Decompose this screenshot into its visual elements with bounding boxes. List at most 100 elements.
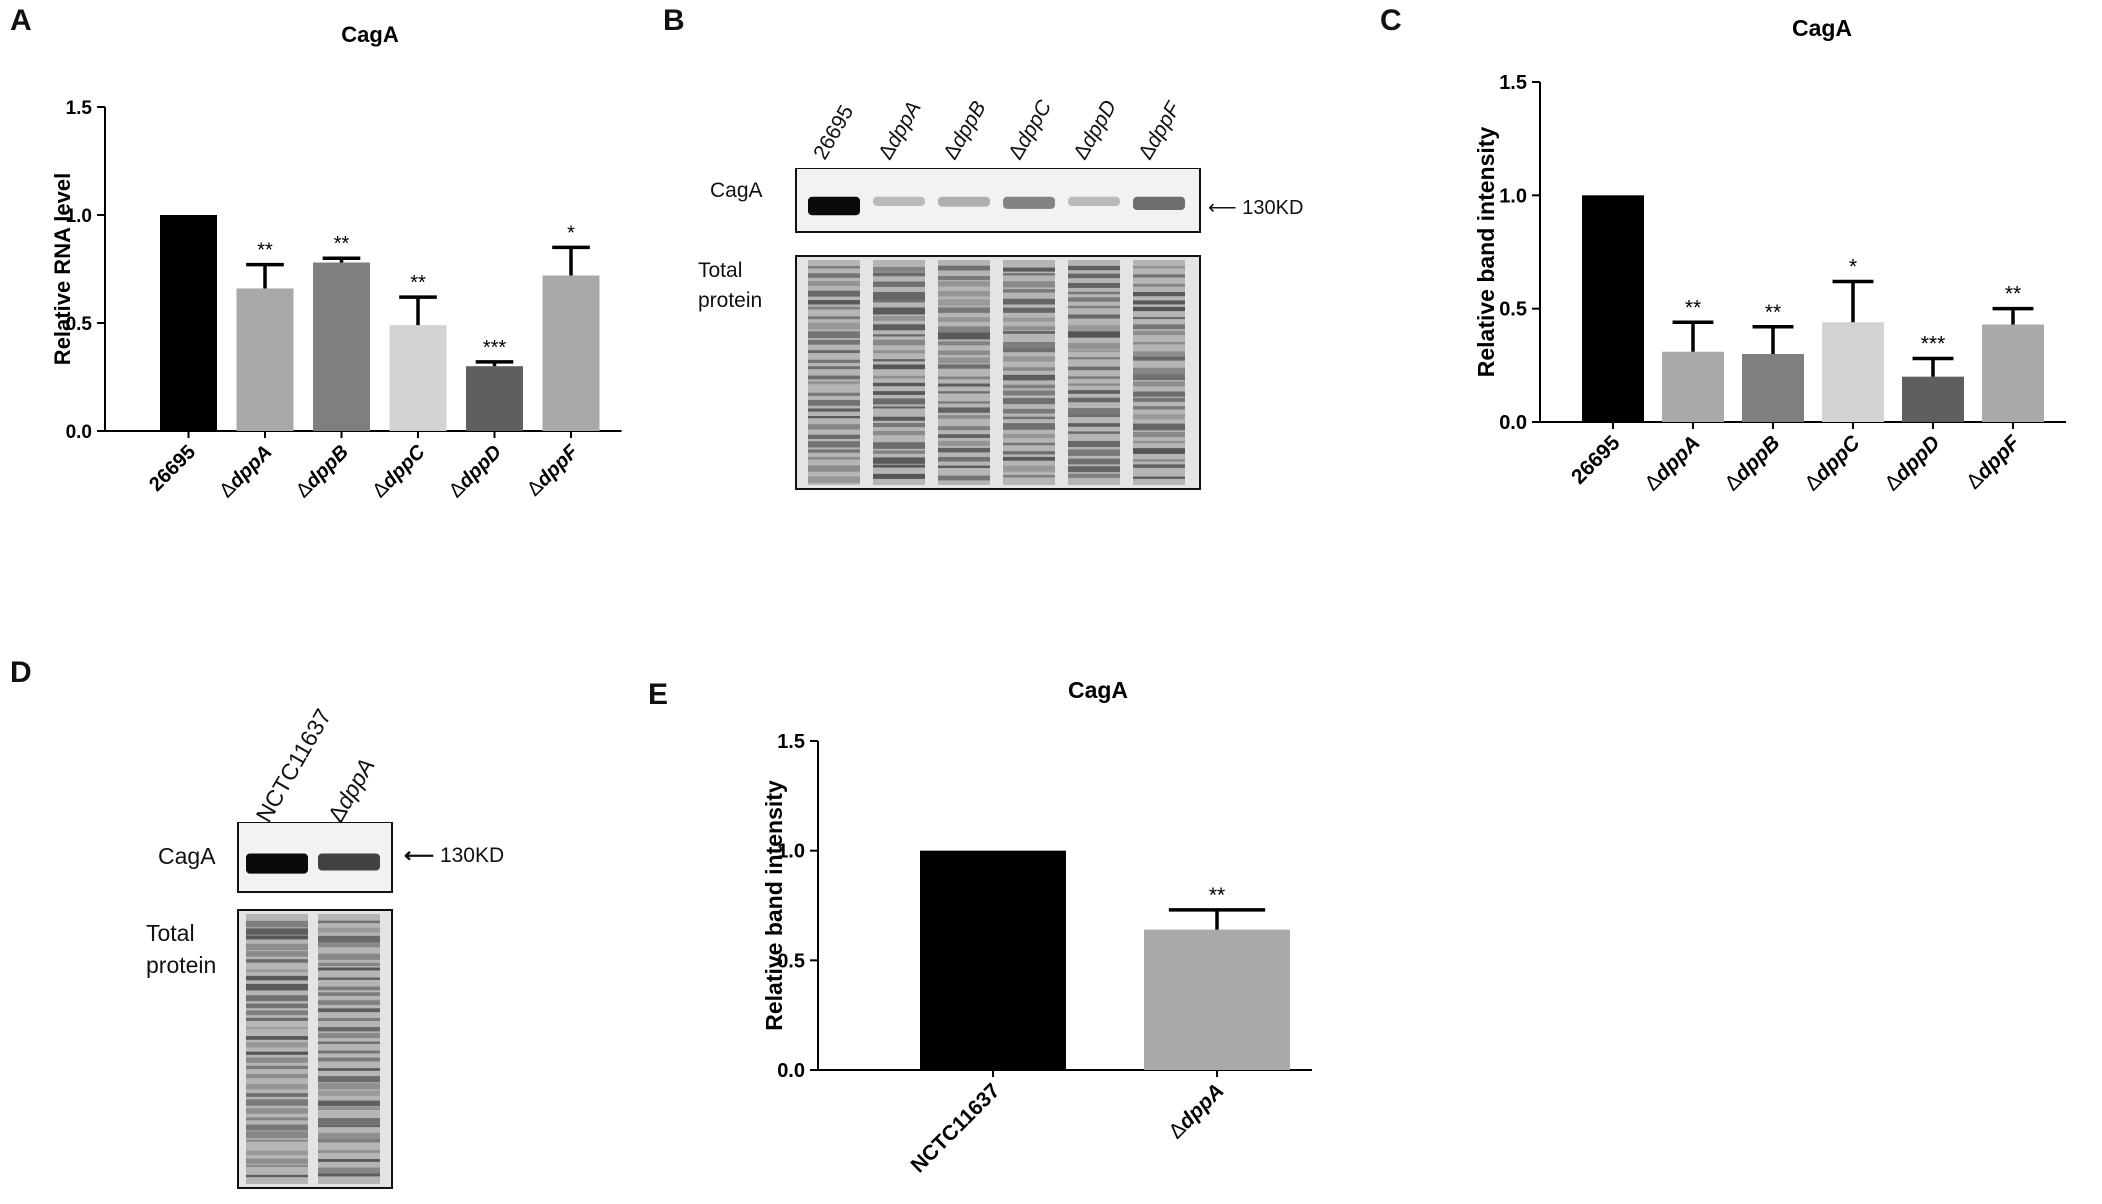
protein-band <box>246 920 308 928</box>
protein-band <box>1133 283 1185 287</box>
protein-band <box>246 1027 308 1030</box>
bar-4 <box>466 366 523 431</box>
protein-band <box>318 1159 380 1162</box>
protein-band <box>246 928 308 935</box>
protein-band <box>873 473 925 479</box>
protein-band <box>808 375 860 380</box>
protein-band <box>1068 291 1120 295</box>
protein-band <box>318 1124 380 1128</box>
protein-band <box>1003 423 1055 430</box>
protein-band <box>1003 384 1055 389</box>
protein-band <box>246 1003 308 1009</box>
protein-band <box>808 456 860 460</box>
protein-band <box>808 399 860 406</box>
panel-letter-a: A <box>10 4 32 37</box>
protein-band <box>1068 297 1120 302</box>
protein-band <box>1133 316 1185 320</box>
protein-band <box>873 291 925 299</box>
blot-d-total-label-1: Total <box>146 920 195 946</box>
protein-band <box>938 275 990 281</box>
y-tick-label: 0.0 <box>1499 412 1527 434</box>
significance-mark: *** <box>1921 333 1946 356</box>
protein-band <box>808 392 860 396</box>
protein-band <box>246 975 308 981</box>
protein-band <box>938 383 990 387</box>
protein-band <box>808 350 860 354</box>
protein-band <box>1133 341 1185 345</box>
significance-mark: * <box>1849 255 1857 278</box>
chart-title: CagA <box>1068 677 1128 703</box>
protein-band <box>808 465 860 472</box>
y-tick-label: 0.0 <box>66 422 92 443</box>
protein-band <box>246 935 308 940</box>
cag-band <box>246 853 308 874</box>
protein-band <box>1068 414 1120 417</box>
protein-band <box>938 415 990 419</box>
protein-band <box>1003 342 1055 349</box>
significance-mark: *** <box>483 337 507 359</box>
protein-band <box>318 986 380 991</box>
protein-band <box>1003 267 1055 272</box>
protein-band <box>873 430 925 436</box>
protein-band <box>1133 265 1185 269</box>
protein-band <box>246 1117 308 1121</box>
bar-3 <box>1822 322 1884 422</box>
protein-lane <box>1003 260 1055 485</box>
protein-band <box>1003 398 1055 405</box>
bar-4 <box>1902 376 1964 422</box>
y-axis-label: Relative band intensity <box>1473 127 1499 378</box>
bar-0 <box>920 850 1066 1070</box>
protein-band <box>808 449 860 453</box>
protein-band <box>1003 433 1055 439</box>
protein-band <box>318 1017 380 1021</box>
bar-0 <box>160 215 217 431</box>
blot-b-marker: ⟵ 130KD <box>1208 196 1303 220</box>
protein-band <box>873 266 925 272</box>
protein-band <box>246 983 308 991</box>
protein-band <box>938 307 990 313</box>
protein-band <box>1003 273 1055 276</box>
chart-c: CagA Relative band intensity 0.0 0.5 1.0 1.5 2… <box>1473 15 2066 495</box>
protein-band <box>808 424 860 430</box>
protein-band <box>246 1139 308 1142</box>
protein-band <box>1068 366 1120 371</box>
protein-band <box>873 398 925 405</box>
x-tick-label: 26695 <box>145 441 200 496</box>
x-tick-label: ΔdppC <box>368 441 430 503</box>
protein-band <box>318 1118 380 1125</box>
panel-letter-e: E <box>648 678 669 711</box>
protein-band <box>1133 464 1185 468</box>
blot-d-total-label-2: protein <box>146 952 217 978</box>
protein-band <box>1133 374 1185 381</box>
protein-band <box>246 959 308 963</box>
protein-band <box>318 1106 380 1111</box>
blot-d-image <box>237 822 393 1189</box>
protein-band <box>808 476 860 483</box>
protein-band <box>873 315 925 321</box>
protein-band <box>938 291 990 297</box>
x-tick-label: ΔdppF <box>1962 430 2025 493</box>
protein-band <box>938 401 990 404</box>
bar-1 <box>1144 929 1290 1070</box>
protein-band <box>873 450 925 454</box>
protein-band <box>1068 357 1120 360</box>
arrow-left-icon: ⟵ <box>1208 197 1237 219</box>
protein-lane <box>246 914 308 1184</box>
protein-band <box>318 992 380 996</box>
bar-2 <box>1742 354 1804 422</box>
y-tick-label: 0.0 <box>777 1060 805 1082</box>
significance-mark: ** <box>2005 283 2021 306</box>
x-tick-label: ΔdppD <box>445 441 506 502</box>
protein-band <box>938 456 990 462</box>
x-tick-label: ΔdppB <box>292 441 353 502</box>
protein-band <box>1068 383 1120 386</box>
protein-band <box>1133 306 1185 312</box>
protein-band <box>1068 458 1120 465</box>
protein-band <box>318 1041 380 1044</box>
chart-title: CagA <box>341 22 399 47</box>
protein-band <box>938 475 990 481</box>
protein-band <box>318 1050 380 1054</box>
protein-band <box>1003 367 1055 371</box>
protein-band <box>1003 317 1055 322</box>
cag-band <box>1003 196 1055 209</box>
